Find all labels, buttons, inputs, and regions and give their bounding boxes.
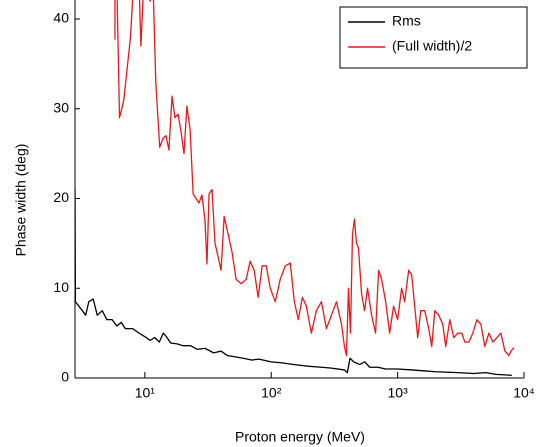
- y-tick-label: 0: [61, 369, 69, 385]
- legend-label: (Full width)/2: [392, 38, 472, 54]
- legend-box: [339, 6, 528, 69]
- series-line: [75, 189, 512, 376]
- plot-area: [75, 0, 515, 376]
- y-axis-title: Phase width (deg): [13, 144, 29, 257]
- y-tick-label: 20: [53, 189, 69, 205]
- y-tick-label: 10: [53, 279, 69, 295]
- y-tick-label: 40: [53, 10, 69, 26]
- x-tick-label: 10¹: [135, 385, 156, 401]
- x-axis-title: Proton energy (MeV): [235, 429, 365, 445]
- x-tick-label: 10²: [261, 385, 282, 401]
- y-tick-label: 30: [53, 99, 69, 115]
- legend-label: Rms: [392, 13, 421, 29]
- series-line: [114, 0, 515, 357]
- x-tick-label: 10⁴: [513, 385, 535, 401]
- x-tick-label: 10³: [388, 385, 409, 401]
